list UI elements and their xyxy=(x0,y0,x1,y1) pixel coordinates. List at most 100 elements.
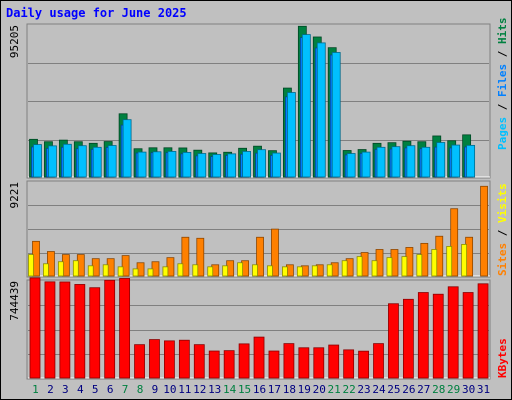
visits-bar-day-2 xyxy=(43,263,49,277)
pages-bar-day-1 xyxy=(33,144,42,178)
pages-bar-day-25 xyxy=(391,146,401,178)
kbytes-bar-day-10 xyxy=(164,340,175,379)
kbytes-bar-day-31 xyxy=(477,283,489,379)
kbytes-bar-day-14 xyxy=(223,350,235,379)
day-label-23: 23 xyxy=(357,383,370,396)
visits-bar-day-10 xyxy=(162,266,169,277)
pages-bar-day-13 xyxy=(212,154,222,178)
visits-bar-day-26 xyxy=(401,256,408,277)
visits-bar-day-24 xyxy=(371,260,378,277)
pages-bar-day-16 xyxy=(257,149,266,178)
legend-files: Files xyxy=(496,64,509,97)
pages-bar-day-11 xyxy=(182,152,192,178)
visits-bar-day-9 xyxy=(147,268,154,277)
legend-hits: Hits xyxy=(496,18,509,45)
day-label-11: 11 xyxy=(178,383,191,396)
visits-bar-day-23 xyxy=(356,256,363,277)
legend-group: KBytes xyxy=(496,338,509,378)
pages-bar-day-21 xyxy=(331,52,341,178)
visits-bar-day-13 xyxy=(207,266,214,277)
kbytes-bar-day-6 xyxy=(104,279,116,379)
kbytes-bar-day-8 xyxy=(134,344,145,379)
visits-bar-day-17 xyxy=(267,265,273,277)
kbytes-bar-day-4 xyxy=(74,284,86,379)
day-label-18: 18 xyxy=(283,383,296,396)
visits-bar-day-11 xyxy=(177,263,184,277)
pages-bar-day-2 xyxy=(48,145,57,178)
visits-bar-day-12 xyxy=(192,264,199,277)
kbytes-bar-day-21 xyxy=(328,344,340,379)
sites-bar-day-12 xyxy=(196,237,205,277)
kbytes-bar-day-18 xyxy=(283,343,295,379)
day-label-30: 30 xyxy=(462,383,475,396)
kbytes-bar-day-22 xyxy=(343,349,355,379)
day-label-3: 3 xyxy=(62,383,69,396)
day-label-8: 8 xyxy=(137,383,144,396)
day-label-9: 9 xyxy=(152,383,159,396)
chart-title: Daily usage for June 2025 xyxy=(6,6,187,20)
day-label-7: 7 xyxy=(122,383,129,396)
kbytes-bar-day-28 xyxy=(432,293,444,379)
day-label-19: 19 xyxy=(298,383,311,396)
visits-bar-day-1 xyxy=(28,254,34,277)
day-label-2: 2 xyxy=(47,383,54,396)
pages-bar-day-15 xyxy=(242,151,251,178)
pages-bar-day-5 xyxy=(92,146,102,178)
legend-group: Sites / Visits xyxy=(496,183,509,276)
visits-bar-day-30 xyxy=(461,243,468,277)
pages-bar-day-3 xyxy=(62,143,72,178)
day-label-5: 5 xyxy=(92,383,99,396)
pages-bar-day-24 xyxy=(376,146,386,178)
pages-bar-day-6 xyxy=(107,145,117,178)
kbytes-bar-day-26 xyxy=(402,298,414,379)
day-label-20: 20 xyxy=(313,383,326,396)
pages-bar-day-7 xyxy=(122,119,132,178)
pages-bar-day-27 xyxy=(421,146,431,178)
visits-bar-day-19 xyxy=(296,266,303,277)
kbytes-bar-day-2 xyxy=(44,281,56,379)
day-label-1: 1 xyxy=(32,383,39,396)
visits-bar-day-21 xyxy=(326,264,333,277)
legend-group: Pages / Files / Hits xyxy=(496,18,509,151)
day-label-13: 13 xyxy=(208,383,221,396)
pages-bar-day-26 xyxy=(406,145,416,178)
pages-bar-day-4 xyxy=(77,145,87,178)
day-label-4: 4 xyxy=(77,383,84,396)
visits-bar-day-4 xyxy=(72,260,79,277)
day-label-15: 15 xyxy=(238,383,251,396)
pages-bar-day-8 xyxy=(137,151,147,178)
day-label-29: 29 xyxy=(447,383,460,396)
legend-separator: / xyxy=(496,97,509,117)
kbytes-bar-day-24 xyxy=(373,343,384,379)
visits-bar-day-5 xyxy=(87,265,94,277)
legend-separator: / xyxy=(496,223,509,243)
kbytes-bar-day-3 xyxy=(59,281,71,379)
sites-bar-day-7 xyxy=(121,255,130,277)
pages-bar-day-10 xyxy=(167,151,177,178)
visits-bar-day-8 xyxy=(132,268,139,277)
pages-bar-day-17 xyxy=(272,152,281,178)
kbytes-bar-day-11 xyxy=(178,339,190,379)
pages-bar-day-23 xyxy=(361,151,371,178)
day-label-21: 21 xyxy=(328,383,341,396)
day-label-17: 17 xyxy=(268,383,281,396)
day-label-12: 12 xyxy=(193,383,206,396)
kbytes-bar-day-5 xyxy=(89,287,101,379)
visits-bar-day-22 xyxy=(341,260,348,277)
day-label-14: 14 xyxy=(223,383,237,396)
legend-kbytes: KBytes xyxy=(496,338,509,378)
day-label-16: 16 xyxy=(253,383,266,396)
panel-3-ymax-label: 744439 xyxy=(8,281,21,321)
pages-bar-day-19 xyxy=(301,34,311,178)
day-label-26: 26 xyxy=(402,383,415,396)
visits-bar-day-25 xyxy=(386,257,393,277)
pages-bar-day-18 xyxy=(287,92,296,178)
sites-bar-day-11 xyxy=(181,236,190,277)
day-label-24: 24 xyxy=(372,383,386,396)
pages-bar-day-29 xyxy=(451,144,461,178)
visits-bar-day-14 xyxy=(222,265,229,277)
kbytes-bar-day-1 xyxy=(29,277,41,379)
sites-bar-day-17 xyxy=(271,228,279,277)
